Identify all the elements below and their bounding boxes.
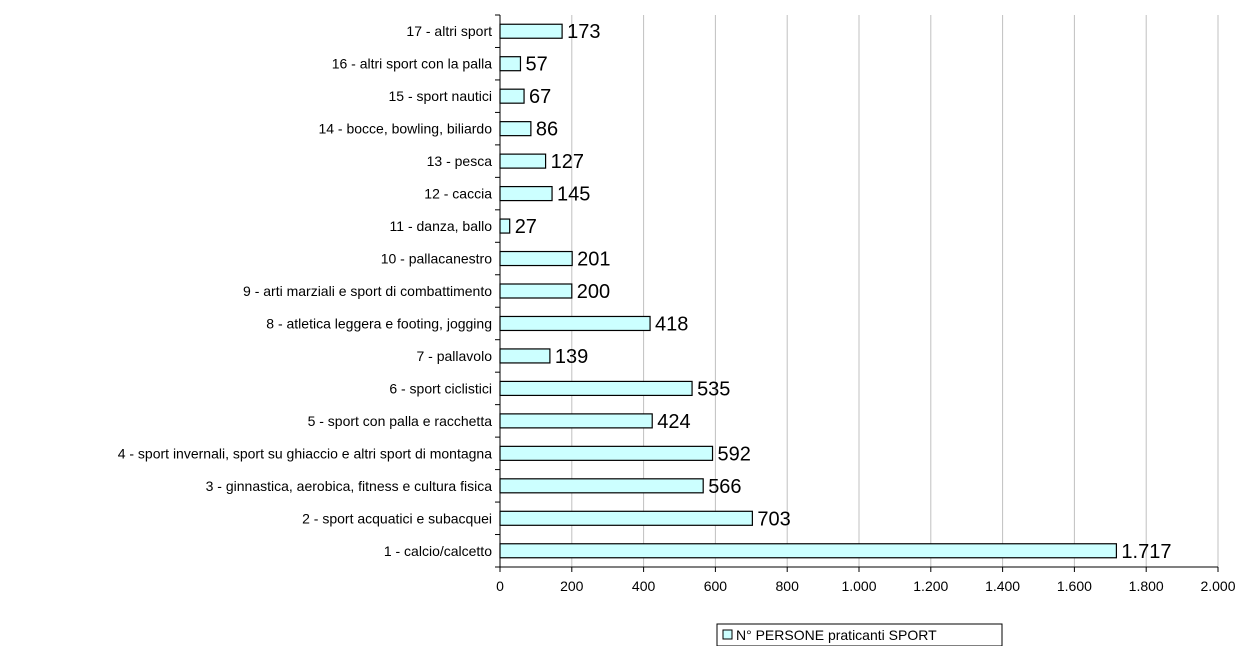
category-label: 5 - sport con palla e racchetta [308, 413, 493, 429]
legend-swatch [722, 629, 733, 640]
category-label: 16 - altri sport con la palla [332, 56, 493, 72]
x-tick-label: 200 [560, 578, 584, 594]
bar [499, 218, 511, 234]
legend-label: N° PERSONE praticanti SPORT [736, 627, 937, 643]
category-label: 17 - altri sport [406, 23, 492, 39]
data-label: 57 [525, 54, 547, 76]
axes [495, 14, 1219, 572]
bar [499, 185, 553, 202]
data-label: 424 [657, 411, 690, 433]
bar [499, 153, 547, 169]
data-label: 27 [515, 216, 537, 238]
bar [499, 510, 753, 526]
x-tick-label: 400 [632, 578, 656, 594]
bar [499, 348, 551, 364]
gridlines [571, 15, 1219, 567]
data-label: 592 [718, 443, 751, 465]
data-label: 139 [555, 346, 588, 368]
category-label: 11 - danza, ballo [390, 218, 493, 234]
data-label: 127 [551, 151, 584, 173]
data-label: 1.717 [1121, 541, 1171, 563]
data-label: 67 [529, 86, 551, 108]
category-label: 14 - bocce, bowling, biliardo [318, 121, 492, 137]
x-tick-label: 1.000 [841, 578, 876, 594]
legend: N° PERSONE praticanti SPORT [716, 623, 1003, 646]
category-label: 2 - sport acquatici e subacquei [302, 510, 492, 526]
bar [499, 478, 704, 494]
bars [499, 23, 1118, 559]
bar [499, 380, 693, 397]
x-tick-label: 800 [776, 578, 800, 594]
bar [499, 88, 525, 104]
category-label: 1 - calcio/calcetto [384, 543, 492, 559]
category-label: 3 - ginnastica, aerobica, fitness e cult… [206, 478, 493, 494]
bar [499, 283, 573, 299]
data-label: 86 [536, 119, 558, 141]
x-tick-label: 1.800 [1129, 578, 1164, 594]
x-tick-label: 2.000 [1200, 578, 1235, 594]
bar [499, 543, 1118, 559]
bar [499, 23, 563, 39]
x-tick-label: 1.600 [1057, 578, 1092, 594]
category-label: 8 - atletica leggera e footing, jogging [266, 315, 492, 331]
data-label: 703 [757, 508, 790, 530]
data-label: 566 [708, 476, 741, 498]
category-label: 12 - caccia [424, 186, 492, 202]
category-label: 7 - pallavolo [417, 348, 493, 364]
data-label: 201 [577, 249, 610, 271]
category-label: 10 - pallacanestro [381, 251, 493, 267]
x-tick-label: 600 [704, 578, 728, 594]
bar [499, 315, 651, 332]
legend-box [716, 623, 1003, 646]
category-label: 13 - pesca [427, 153, 493, 169]
data-label: 173 [567, 21, 600, 43]
bar [499, 56, 522, 72]
bar [499, 445, 714, 461]
labels: 0 200 400 600 800 1.000 1.200 1.400 1.600 1.800 2.… [118, 21, 1236, 594]
category-label: 9 - arti marziali e sport di combattimen… [243, 283, 492, 299]
data-label: 418 [655, 313, 688, 335]
x-tick-label: 1.200 [913, 578, 948, 594]
x-tick-label: 1.400 [985, 578, 1020, 594]
x-tick-label: 0 [496, 578, 504, 594]
category-label: 6 - sport ciclistici [389, 380, 492, 396]
category-label: 4 - sport invernali, sport su ghiaccio e… [118, 445, 493, 461]
bar [499, 413, 653, 429]
data-label: 145 [557, 184, 590, 206]
bar [499, 250, 573, 267]
data-label: 535 [697, 378, 730, 400]
category-label: 15 - sport nautici [389, 88, 493, 104]
data-label: 200 [577, 281, 610, 303]
bar [499, 121, 532, 137]
